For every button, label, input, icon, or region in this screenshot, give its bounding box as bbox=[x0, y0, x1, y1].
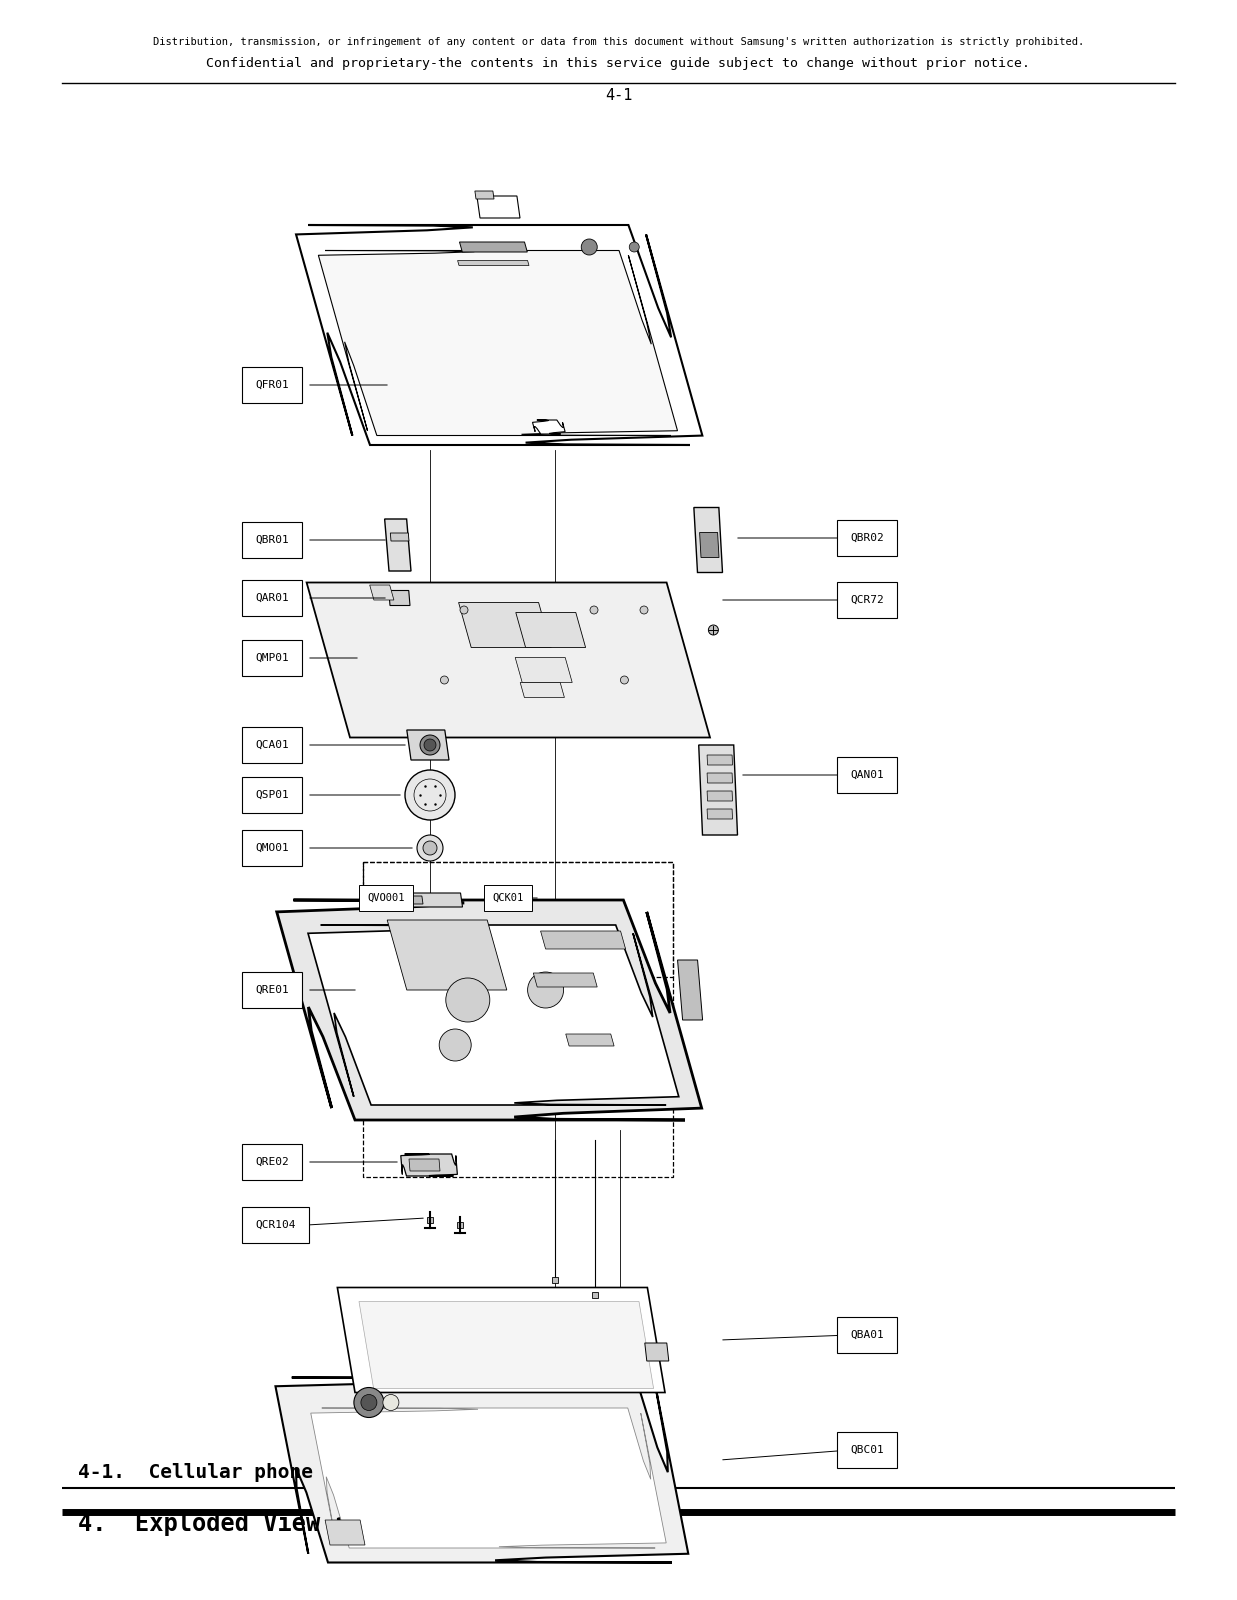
Text: QCA01: QCA01 bbox=[255, 739, 288, 750]
Text: QRE02: QRE02 bbox=[255, 1157, 288, 1166]
Polygon shape bbox=[593, 1293, 597, 1298]
Polygon shape bbox=[276, 1378, 688, 1563]
Text: QBC01: QBC01 bbox=[850, 1445, 883, 1454]
Polygon shape bbox=[296, 226, 703, 445]
Text: QBR02: QBR02 bbox=[850, 533, 883, 542]
Polygon shape bbox=[456, 1222, 463, 1229]
Polygon shape bbox=[458, 261, 529, 266]
Circle shape bbox=[383, 1395, 398, 1411]
Polygon shape bbox=[708, 810, 732, 819]
Text: 4.  Exploded View and Parts List: 4. Exploded View and Parts List bbox=[78, 1510, 534, 1536]
Circle shape bbox=[421, 734, 440, 755]
Circle shape bbox=[590, 606, 597, 614]
Text: QAR01: QAR01 bbox=[255, 594, 288, 603]
Text: QCR104: QCR104 bbox=[255, 1219, 296, 1230]
Polygon shape bbox=[694, 507, 722, 573]
Circle shape bbox=[445, 978, 490, 1022]
Polygon shape bbox=[532, 419, 565, 434]
Polygon shape bbox=[515, 658, 573, 683]
Circle shape bbox=[440, 675, 448, 685]
Polygon shape bbox=[477, 195, 520, 218]
Polygon shape bbox=[678, 960, 703, 1021]
Bar bbox=[362, 862, 673, 1178]
Polygon shape bbox=[359, 1301, 653, 1389]
Polygon shape bbox=[385, 518, 411, 571]
Circle shape bbox=[581, 238, 597, 254]
Text: QBA01: QBA01 bbox=[850, 1330, 883, 1341]
Text: QRE01: QRE01 bbox=[255, 986, 288, 995]
Text: QVO001: QVO001 bbox=[367, 893, 404, 902]
Text: QCR72: QCR72 bbox=[850, 595, 883, 605]
Text: QMO01: QMO01 bbox=[255, 843, 288, 853]
Polygon shape bbox=[459, 603, 552, 648]
Polygon shape bbox=[516, 613, 585, 648]
Polygon shape bbox=[708, 790, 732, 802]
Polygon shape bbox=[310, 1408, 667, 1549]
Polygon shape bbox=[533, 973, 597, 987]
Circle shape bbox=[354, 1387, 383, 1418]
Circle shape bbox=[439, 1029, 471, 1061]
Circle shape bbox=[417, 835, 443, 861]
Circle shape bbox=[621, 675, 628, 685]
Polygon shape bbox=[644, 1342, 669, 1362]
Polygon shape bbox=[708, 773, 732, 782]
Polygon shape bbox=[387, 920, 507, 990]
Polygon shape bbox=[318, 251, 678, 435]
Polygon shape bbox=[391, 533, 409, 541]
Circle shape bbox=[424, 739, 435, 750]
Circle shape bbox=[709, 626, 719, 635]
Polygon shape bbox=[505, 891, 529, 909]
Text: QFR01: QFR01 bbox=[255, 379, 288, 390]
Text: QCK01: QCK01 bbox=[492, 893, 523, 902]
Text: Distribution, transmission, or infringement of any content or data from this doc: Distribution, transmission, or infringem… bbox=[153, 37, 1084, 46]
Circle shape bbox=[528, 971, 564, 1008]
Polygon shape bbox=[459, 242, 527, 251]
Circle shape bbox=[423, 842, 437, 854]
Polygon shape bbox=[388, 590, 409, 605]
Polygon shape bbox=[541, 931, 626, 949]
Text: QBR01: QBR01 bbox=[255, 534, 288, 546]
Text: 4-1.  Cellular phone Exploded View: 4-1. Cellular phone Exploded View bbox=[78, 1462, 477, 1482]
Text: Confidential and proprietary-the contents in this service guide subject to chang: Confidential and proprietary-the content… bbox=[207, 58, 1030, 70]
Circle shape bbox=[640, 606, 648, 614]
Polygon shape bbox=[475, 190, 494, 198]
Circle shape bbox=[630, 242, 640, 251]
Polygon shape bbox=[407, 730, 449, 760]
Polygon shape bbox=[552, 1277, 558, 1283]
Polygon shape bbox=[338, 1288, 666, 1392]
Polygon shape bbox=[401, 1154, 458, 1176]
Polygon shape bbox=[325, 1520, 365, 1546]
Text: QMP01: QMP01 bbox=[255, 653, 288, 662]
Circle shape bbox=[460, 606, 468, 614]
Bar bbox=[362, 862, 673, 978]
Polygon shape bbox=[699, 746, 737, 835]
Polygon shape bbox=[700, 533, 719, 557]
Polygon shape bbox=[277, 899, 701, 1120]
Text: QAN01: QAN01 bbox=[850, 770, 883, 781]
Polygon shape bbox=[307, 582, 710, 738]
Polygon shape bbox=[708, 755, 732, 765]
Polygon shape bbox=[565, 1034, 614, 1046]
Polygon shape bbox=[409, 1158, 440, 1171]
Polygon shape bbox=[521, 683, 564, 698]
Polygon shape bbox=[427, 1218, 433, 1222]
Circle shape bbox=[404, 770, 455, 819]
Polygon shape bbox=[370, 586, 393, 600]
Polygon shape bbox=[523, 890, 529, 899]
Polygon shape bbox=[308, 925, 679, 1106]
Polygon shape bbox=[409, 896, 423, 904]
Text: 4-1: 4-1 bbox=[605, 88, 632, 104]
Polygon shape bbox=[406, 893, 463, 907]
Text: QSP01: QSP01 bbox=[255, 790, 288, 800]
Circle shape bbox=[361, 1395, 377, 1411]
